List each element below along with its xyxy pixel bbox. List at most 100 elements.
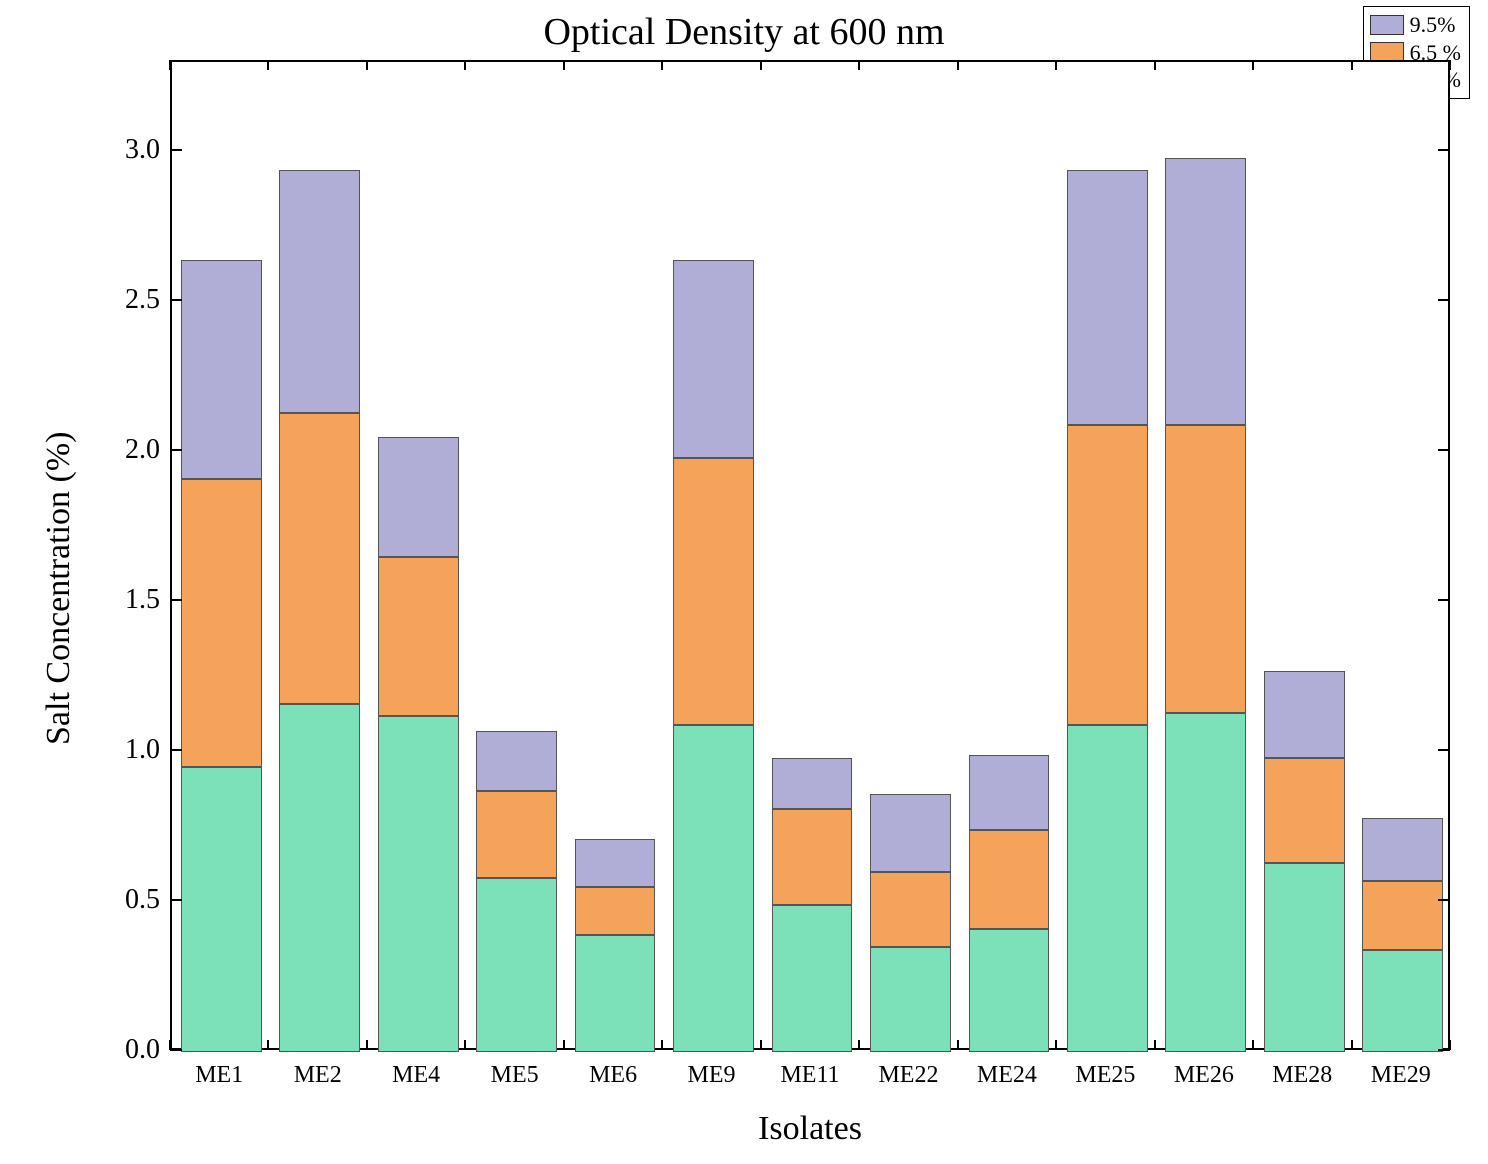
bar-segment bbox=[476, 791, 557, 878]
x-tick-label: ME22 bbox=[878, 1062, 938, 1089]
x-tick-mark bbox=[563, 60, 565, 70]
x-tick-mark bbox=[1055, 60, 1057, 70]
y-tick-mark bbox=[170, 749, 182, 751]
x-tick-label: ME1 bbox=[195, 1062, 243, 1089]
y-tick-mark bbox=[1438, 749, 1450, 751]
y-tick-label: 1.0 bbox=[100, 734, 160, 766]
x-tick-mark bbox=[366, 1040, 368, 1050]
x-tick-mark bbox=[366, 60, 368, 70]
bar-segment bbox=[378, 716, 459, 1052]
x-tick-mark bbox=[1351, 1040, 1353, 1050]
bar-segment bbox=[969, 929, 1050, 1052]
y-tick-label: 1.5 bbox=[100, 584, 160, 616]
y-tick-mark bbox=[1438, 149, 1450, 151]
x-tick-label: ME24 bbox=[977, 1062, 1037, 1089]
bar-segment bbox=[181, 479, 262, 767]
bar-segment bbox=[1165, 158, 1246, 425]
bar-segment bbox=[1165, 713, 1246, 1052]
x-tick-mark bbox=[858, 1040, 860, 1050]
y-tick-mark bbox=[170, 599, 182, 601]
x-tick-mark bbox=[661, 1040, 663, 1050]
y-tick-mark bbox=[170, 1049, 182, 1051]
y-tick-mark bbox=[170, 299, 182, 301]
bar-segment bbox=[772, 758, 853, 809]
bar-segment bbox=[1362, 950, 1443, 1052]
bars-layer bbox=[172, 62, 1448, 1048]
x-tick-mark bbox=[1055, 1040, 1057, 1050]
bar-segment bbox=[1165, 425, 1246, 713]
bar-segment bbox=[1362, 818, 1443, 881]
legend-row: 9.5% bbox=[1370, 11, 1461, 39]
y-tick-label: 2.0 bbox=[100, 434, 160, 466]
chart-title: Optical Density at 600 nm bbox=[0, 10, 1488, 54]
y-tick-mark bbox=[1438, 899, 1450, 901]
bar-segment bbox=[1264, 863, 1345, 1052]
bar-segment bbox=[673, 458, 754, 725]
x-tick-mark bbox=[169, 1040, 171, 1050]
x-tick-mark bbox=[1154, 1040, 1156, 1050]
bar-segment bbox=[575, 839, 656, 887]
bar-segment bbox=[279, 413, 360, 704]
chart-container: Optical Density at 600 nm 9.5%6.5 %3.5 %… bbox=[0, 0, 1488, 1164]
y-tick-mark bbox=[1438, 599, 1450, 601]
bar-segment bbox=[870, 872, 951, 947]
bar-segment bbox=[673, 725, 754, 1052]
x-tick-mark bbox=[1449, 60, 1451, 70]
x-tick-mark bbox=[1154, 60, 1156, 70]
x-tick-mark bbox=[1351, 60, 1353, 70]
bar-segment bbox=[969, 755, 1050, 830]
y-tick-mark bbox=[170, 899, 182, 901]
y-tick-mark bbox=[170, 449, 182, 451]
bar-segment bbox=[476, 731, 557, 791]
x-tick-label: ME2 bbox=[294, 1062, 342, 1089]
x-tick-mark bbox=[760, 60, 762, 70]
x-tick-mark bbox=[1252, 60, 1254, 70]
x-tick-label: ME11 bbox=[780, 1062, 839, 1089]
x-tick-mark bbox=[464, 60, 466, 70]
x-tick-label: ME25 bbox=[1075, 1062, 1135, 1089]
y-tick-label: 3.0 bbox=[100, 134, 160, 166]
bar-segment bbox=[772, 905, 853, 1052]
x-tick-mark bbox=[563, 1040, 565, 1050]
plot-area bbox=[170, 60, 1450, 1050]
bar-segment bbox=[279, 704, 360, 1052]
legend-label: 9.5% bbox=[1410, 11, 1456, 39]
bar-segment bbox=[279, 170, 360, 413]
bar-segment bbox=[673, 260, 754, 458]
x-tick-mark bbox=[760, 1040, 762, 1050]
x-tick-label: ME26 bbox=[1174, 1062, 1234, 1089]
x-tick-label: ME28 bbox=[1272, 1062, 1332, 1089]
x-tick-mark bbox=[169, 60, 171, 70]
bar-segment bbox=[1264, 671, 1345, 758]
y-tick-label: 0.0 bbox=[100, 1034, 160, 1066]
y-tick-mark bbox=[1438, 449, 1450, 451]
x-tick-mark bbox=[1252, 1040, 1254, 1050]
x-tick-mark bbox=[957, 60, 959, 70]
y-axis-label: Salt Concentration (%) bbox=[40, 432, 78, 745]
bar-segment bbox=[378, 557, 459, 716]
x-tick-mark bbox=[957, 1040, 959, 1050]
x-tick-label: ME9 bbox=[688, 1062, 736, 1089]
bar-segment bbox=[772, 809, 853, 905]
bar-segment bbox=[181, 767, 262, 1052]
x-tick-label: ME4 bbox=[392, 1062, 440, 1089]
y-tick-label: 2.5 bbox=[100, 284, 160, 316]
bar-segment bbox=[1067, 425, 1148, 725]
legend-swatch bbox=[1370, 15, 1404, 35]
x-tick-mark bbox=[267, 1040, 269, 1050]
x-tick-mark bbox=[858, 60, 860, 70]
x-tick-mark bbox=[1449, 1040, 1451, 1050]
bar-segment bbox=[870, 947, 951, 1052]
x-tick-label: ME29 bbox=[1371, 1062, 1431, 1089]
x-axis-label: Isolates bbox=[170, 1110, 1450, 1148]
bar-segment bbox=[1067, 170, 1148, 425]
bar-segment bbox=[1362, 881, 1443, 950]
bar-segment bbox=[575, 887, 656, 935]
x-tick-label: ME6 bbox=[589, 1062, 637, 1089]
bar-segment bbox=[969, 830, 1050, 929]
x-tick-label: ME5 bbox=[491, 1062, 539, 1089]
bar-segment bbox=[181, 260, 262, 479]
x-tick-mark bbox=[661, 60, 663, 70]
x-tick-mark bbox=[267, 60, 269, 70]
bar-segment bbox=[870, 794, 951, 872]
